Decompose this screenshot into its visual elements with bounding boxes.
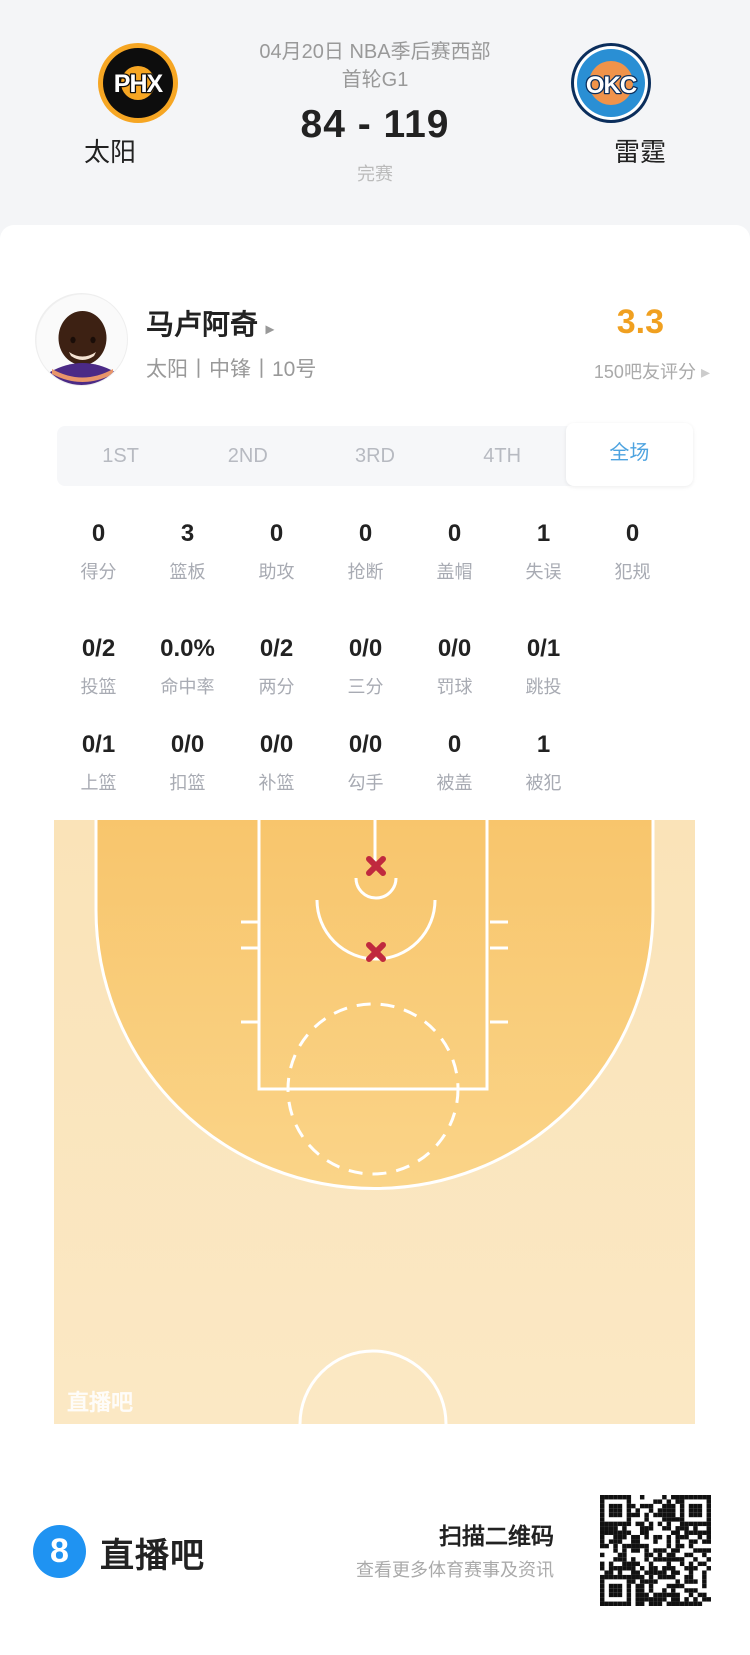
svg-text:OKC: OKC [586,72,637,99]
svg-text:直播吧: 直播吧 [67,1390,133,1415]
